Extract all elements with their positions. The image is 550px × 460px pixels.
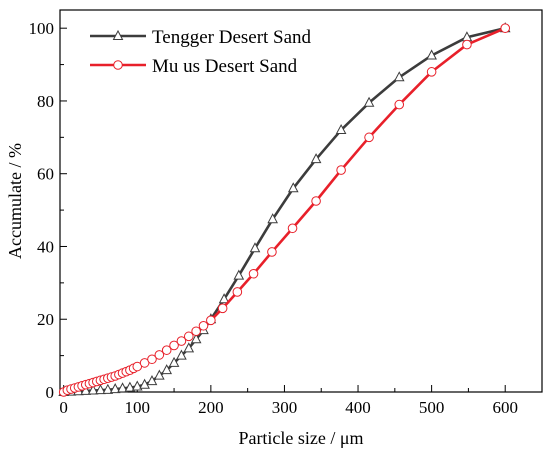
circle-point xyxy=(364,132,374,143)
triangle-point xyxy=(233,269,245,280)
triangle-point xyxy=(124,381,136,392)
circle-point xyxy=(217,303,228,314)
y-tick-label: 100 xyxy=(29,19,55,38)
circle-point xyxy=(394,99,405,110)
series-layer xyxy=(58,22,511,397)
x-tick-label: 500 xyxy=(419,398,445,417)
triangle-point xyxy=(117,382,128,393)
triangle-point xyxy=(183,342,195,353)
circle-point xyxy=(198,320,209,331)
y-axis-title: Accumulate / % xyxy=(5,143,25,259)
circle-point xyxy=(191,326,201,337)
triangle-point xyxy=(426,49,437,60)
legend-label: Mu us Desert Sand xyxy=(152,56,298,77)
circle-point xyxy=(500,23,511,33)
circle-point xyxy=(161,345,172,355)
legend-label: Tengger Desert Sand xyxy=(152,27,312,48)
x-tick-label: 400 xyxy=(345,398,371,417)
x-tick-label: 600 xyxy=(492,398,518,417)
triangle-point xyxy=(102,383,114,394)
triangle-point xyxy=(161,364,173,375)
y-tick-label: 40 xyxy=(37,237,54,256)
circle-point xyxy=(147,354,157,365)
triangle-point xyxy=(154,369,165,380)
legend-entry-1: Tengger Desert Sand xyxy=(90,27,312,48)
x-tick-label: 100 xyxy=(125,398,151,417)
circle-point xyxy=(267,247,277,257)
series-line xyxy=(63,26,506,394)
circle-point xyxy=(287,223,298,234)
triangle-point xyxy=(190,333,202,344)
circle-point xyxy=(169,340,179,351)
legend-entry-2: Mu us Desert Sand xyxy=(90,56,298,77)
circle-point xyxy=(176,336,187,346)
triangle-point xyxy=(249,242,261,253)
series-2 xyxy=(58,23,511,397)
triangle-point xyxy=(176,349,187,360)
y-tick-label: 0 xyxy=(46,383,55,402)
triangle-point xyxy=(95,384,106,395)
y-tick-label: 20 xyxy=(37,310,54,329)
triangle-point xyxy=(335,123,347,135)
triangle-point xyxy=(267,213,278,224)
triangle-point xyxy=(146,375,158,386)
x-tick-label: 0 xyxy=(59,398,68,417)
triangle-point xyxy=(109,383,121,394)
triangle-point xyxy=(168,356,180,367)
legend-circle-marker xyxy=(113,60,123,70)
legend: Tengger Desert Sand Mu us Desert Sand xyxy=(90,27,312,77)
triangle-point xyxy=(87,384,99,395)
plot-frame xyxy=(59,9,543,393)
series-1 xyxy=(58,22,511,396)
legend-triangle-marker xyxy=(112,29,124,40)
triangle-point xyxy=(139,378,150,389)
y-tick-label: 80 xyxy=(37,92,54,111)
triangle-point xyxy=(131,380,143,391)
axis-ticks: 0 100 200 300 400 500 600 0 20 40 60 80 100 xyxy=(29,19,518,417)
x-tick-label: 200 xyxy=(198,398,224,417)
circle-point xyxy=(426,67,437,77)
triangle-point xyxy=(218,293,230,304)
circle-point xyxy=(232,287,243,297)
x-tick-label: 300 xyxy=(272,398,298,417)
triangle-point xyxy=(310,153,322,164)
triangle-point xyxy=(287,182,299,193)
circle-point xyxy=(183,331,194,342)
triangle-point xyxy=(363,96,375,107)
circle-point xyxy=(206,315,216,326)
circle-point xyxy=(311,196,321,206)
series-line xyxy=(63,26,506,394)
circle-point xyxy=(336,165,346,175)
y-tick-label: 60 xyxy=(37,165,54,184)
circle-point xyxy=(462,39,472,50)
circle-point xyxy=(154,350,165,360)
triangle-point xyxy=(393,71,405,82)
x-axis-title: Particle size / μm xyxy=(238,428,363,448)
circle-point xyxy=(248,268,259,279)
